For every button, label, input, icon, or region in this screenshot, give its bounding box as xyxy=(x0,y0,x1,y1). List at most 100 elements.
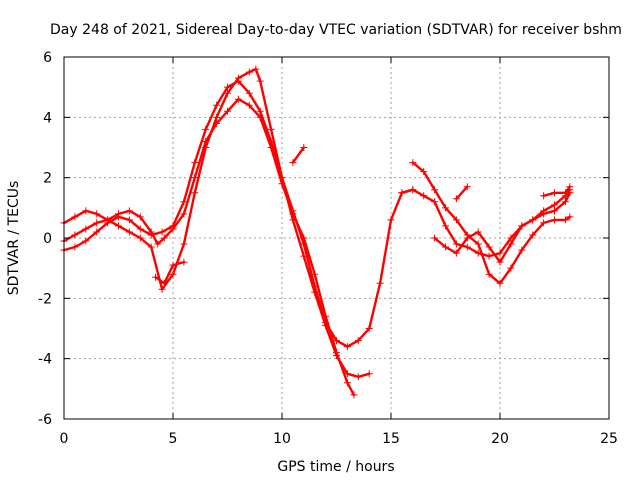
data-point xyxy=(496,279,504,287)
data-point xyxy=(343,370,351,378)
series-line-trace-b xyxy=(62,67,371,378)
data-point xyxy=(474,228,482,236)
data-point xyxy=(115,222,122,230)
data-point xyxy=(93,228,101,236)
data-point xyxy=(551,216,558,224)
data-point xyxy=(463,243,471,251)
data-point xyxy=(191,159,199,167)
data-point xyxy=(125,207,133,215)
data-point xyxy=(115,213,122,221)
data-point xyxy=(463,183,471,191)
data-point xyxy=(431,186,439,194)
data-point xyxy=(125,228,133,236)
data-point xyxy=(431,198,439,206)
data-point xyxy=(452,240,460,248)
data-point xyxy=(136,213,144,221)
data-point xyxy=(474,240,482,248)
data-point xyxy=(566,213,574,221)
data-point xyxy=(354,373,362,381)
chart-title: Day 248 of 2021, Sidereal Day-to-day VTE… xyxy=(50,22,622,38)
data-point xyxy=(485,243,493,251)
data-point xyxy=(234,77,242,85)
data-point xyxy=(566,183,574,191)
data-point xyxy=(245,68,253,76)
data-point xyxy=(561,189,569,197)
data-point xyxy=(529,216,537,224)
data-point xyxy=(136,225,144,233)
data-point xyxy=(376,279,384,287)
data-point xyxy=(496,249,504,257)
data-point xyxy=(398,189,406,197)
data-point xyxy=(267,125,275,133)
data-point xyxy=(354,337,362,345)
data-point xyxy=(71,231,79,239)
data-point xyxy=(431,234,439,242)
data-point xyxy=(529,231,537,239)
data-point xyxy=(191,174,199,182)
data-point xyxy=(169,270,177,278)
data-point xyxy=(234,95,242,103)
data-point xyxy=(540,192,548,200)
data-point xyxy=(245,89,253,97)
data-point xyxy=(180,198,188,206)
data-point xyxy=(93,219,101,227)
x-axis-label: GPS time / hours xyxy=(277,459,394,475)
data-point xyxy=(158,285,166,293)
data-point xyxy=(252,65,260,73)
y-tick-label: -6 xyxy=(38,412,52,428)
series-line-segment-j xyxy=(542,185,571,198)
y-tick-label: 2 xyxy=(43,171,52,187)
data-point xyxy=(180,210,188,218)
data-point xyxy=(442,243,449,251)
data-point xyxy=(518,246,526,254)
series-line-trace-a xyxy=(62,97,356,397)
data-point xyxy=(452,216,460,224)
x-tick-label: 20 xyxy=(491,431,509,447)
data-point xyxy=(387,216,395,224)
y-tick-label: 4 xyxy=(43,110,52,126)
data-point xyxy=(158,228,166,236)
data-point xyxy=(93,210,101,218)
data-point xyxy=(71,243,79,251)
series-line-segment-h xyxy=(291,146,305,164)
x-tick-label: 5 xyxy=(169,431,178,447)
data-point xyxy=(213,113,221,121)
data-point xyxy=(420,168,428,176)
y-tick-label: -4 xyxy=(38,352,52,368)
data-point xyxy=(551,201,558,209)
data-point xyxy=(136,234,144,242)
data-point xyxy=(202,125,210,133)
data-point xyxy=(180,258,188,266)
series-line-trace-e xyxy=(411,161,571,285)
series-layer xyxy=(60,65,574,399)
y-tick-label: 6 xyxy=(43,50,52,66)
x-tick-label: 0 xyxy=(60,431,69,447)
data-point xyxy=(82,225,90,233)
data-point xyxy=(82,237,90,245)
data-point xyxy=(333,352,340,360)
data-point xyxy=(300,144,308,151)
x-tick-label: 15 xyxy=(382,431,400,447)
data-point xyxy=(160,279,168,287)
ticks: 0 5 10 15 20 25 -6 -4 -2 0 2 4 6 xyxy=(38,50,618,447)
data-point xyxy=(224,107,231,115)
data-point xyxy=(551,189,558,197)
data-point xyxy=(452,249,460,257)
data-point xyxy=(202,144,210,151)
data-point xyxy=(224,83,231,91)
data-point xyxy=(496,258,504,266)
data-point xyxy=(289,159,297,167)
data-point xyxy=(409,159,417,167)
data-point xyxy=(409,186,417,194)
data-point xyxy=(485,270,493,278)
data-point xyxy=(365,370,373,378)
data-point xyxy=(442,222,449,230)
series-line-segment-i xyxy=(455,185,469,201)
data-point xyxy=(267,137,275,145)
data-point xyxy=(152,273,160,281)
data-point xyxy=(169,222,177,230)
data-point xyxy=(213,101,221,109)
series-line-segment-g xyxy=(154,260,186,285)
data-point xyxy=(322,318,330,326)
data-point xyxy=(104,219,112,227)
